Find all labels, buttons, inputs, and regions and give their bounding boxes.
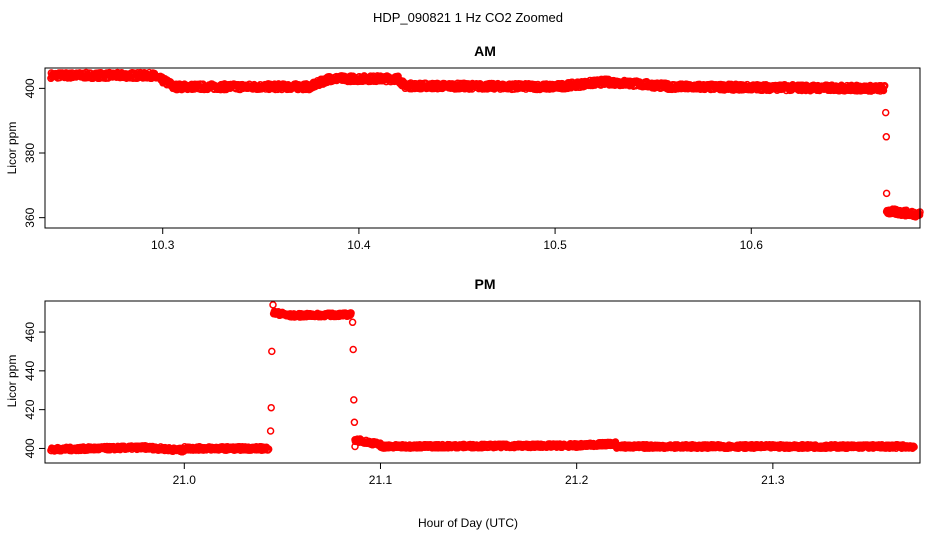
pm-transition-point	[266, 427, 275, 435]
pm-panel-title: PM	[475, 276, 496, 292]
pm-x-tick-label: 21.0	[173, 473, 197, 487]
pm-plot-frame	[44, 300, 921, 464]
am-transition-point	[881, 108, 890, 117]
am-transition-point	[882, 133, 891, 141]
pm-transition-point	[349, 345, 357, 354]
am-x-tick-label: 10.3	[151, 238, 175, 252]
am-panel-title: AM	[474, 43, 496, 59]
am-x-tick-label: 10.4	[347, 238, 371, 252]
am-axes: 10.310.410.510.610.7360380400	[23, 78, 936, 252]
am-data-point	[879, 86, 888, 95]
am-plot-frame	[44, 67, 921, 229]
pm-y-tick-label: 400	[23, 438, 37, 458]
am-x-tick-label: 10.5	[543, 238, 567, 252]
am-y-tick-label: 380	[23, 143, 37, 163]
am-panel: AM Licor ppm 10.310.410.510.610.73603804…	[5, 43, 936, 252]
pm-panel: PM Licor ppm 21.0 21.1 21.2 21.3 400 420 440 46…	[5, 276, 921, 487]
pm-x-tick-label: 21.1	[369, 473, 393, 487]
pm-transition-point	[269, 301, 277, 309]
pm-transition-point	[350, 418, 359, 427]
pm-transition-point	[348, 318, 357, 327]
pm-x-tick-label: 21.2	[565, 473, 589, 487]
am-data-point	[880, 82, 889, 90]
am-y-axis-label: Licor ppm	[5, 122, 19, 175]
pm-transition-point	[350, 396, 358, 404]
pm-x-tick-label: 21.3	[761, 473, 785, 487]
pm-transition-point	[267, 403, 275, 412]
pm-axes: 21.0 21.1 21.2 21.3 400 420 440 460	[23, 322, 785, 487]
pm-data-point	[264, 445, 273, 453]
am-x-tick-label: 10.6	[740, 238, 764, 252]
x-axis-label: Hour of Day (UTC)	[418, 516, 518, 530]
pm-y-tick-label: 460	[23, 322, 37, 342]
pm-y-axis-label: Licor ppm	[5, 355, 19, 408]
am-data-points	[47, 68, 924, 221]
pm-y-tick-label: 440	[23, 360, 37, 380]
am-transition-point	[882, 189, 891, 198]
pm-data-point	[347, 309, 355, 317]
am-y-tick-label: 360	[23, 207, 37, 227]
pm-transition-point	[268, 347, 276, 356]
pm-y-tick-label: 420	[23, 399, 37, 419]
am-y-tick-label: 400	[23, 78, 37, 98]
figure-title: HDP_090821 1 Hz CO2 Zoomed	[373, 10, 563, 25]
pm-data-points	[47, 301, 918, 456]
